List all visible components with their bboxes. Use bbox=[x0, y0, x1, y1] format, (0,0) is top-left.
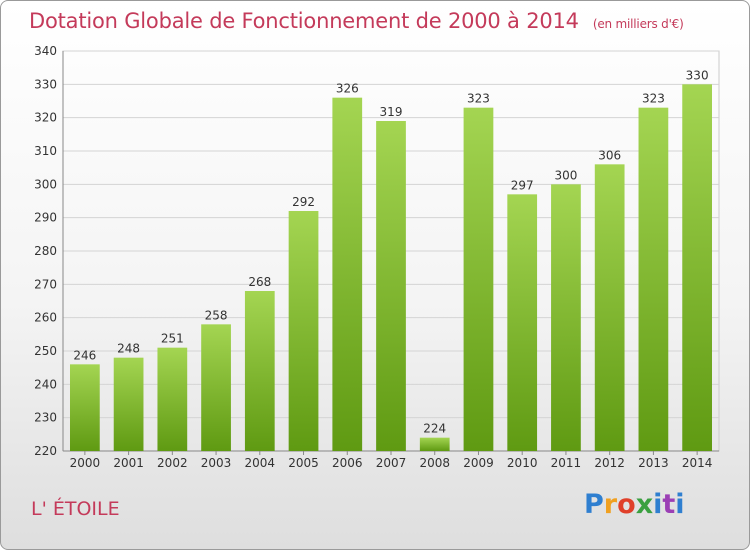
logo-letter: r bbox=[603, 489, 618, 520]
x-tick-label: 2001 bbox=[113, 456, 144, 470]
bar bbox=[157, 347, 188, 451]
y-tick-label: 260 bbox=[34, 311, 57, 325]
bar bbox=[419, 437, 450, 451]
value-label: 326 bbox=[336, 82, 359, 96]
x-tick-label: 2010 bbox=[507, 456, 538, 470]
x-tick-label: 2002 bbox=[157, 456, 188, 470]
value-label: 248 bbox=[117, 342, 140, 356]
y-tick-label: 330 bbox=[34, 77, 57, 91]
value-label: 319 bbox=[380, 105, 403, 119]
x-tick-label: 2006 bbox=[332, 456, 363, 470]
x-tick-label: 2011 bbox=[551, 456, 582, 470]
y-tick-label: 320 bbox=[34, 111, 57, 125]
bar bbox=[463, 107, 494, 452]
x-tick-label: 2000 bbox=[70, 456, 101, 470]
commune-name: L' ÉTOILE bbox=[31, 498, 120, 520]
bar bbox=[551, 184, 581, 452]
bar bbox=[332, 97, 363, 452]
x-tick-label: 2012 bbox=[594, 456, 625, 470]
logo-letter: i bbox=[653, 489, 663, 520]
x-tick-label: 2004 bbox=[245, 456, 276, 470]
logo-letter: o bbox=[617, 489, 636, 520]
bar bbox=[376, 121, 406, 451]
y-tick-label: 310 bbox=[34, 144, 57, 158]
bar-layer: 246 248 251 258 268 292 326 319 224 323 297 300 306 3… bbox=[69, 68, 713, 452]
x-tick-label: 2003 bbox=[201, 456, 232, 470]
bar bbox=[638, 107, 669, 452]
x-tick-label: 2007 bbox=[376, 456, 407, 470]
bar bbox=[594, 164, 625, 452]
logo-letter: P bbox=[584, 489, 604, 520]
bar bbox=[682, 84, 713, 451]
bar bbox=[113, 357, 144, 451]
y-tick-label: 290 bbox=[34, 211, 57, 225]
bar bbox=[507, 194, 538, 452]
x-tick-label: 2008 bbox=[419, 456, 450, 470]
value-label: 330 bbox=[686, 68, 709, 82]
chart-subtitle: (en milliers d'€) bbox=[592, 17, 684, 31]
x-tick-label: 2009 bbox=[463, 456, 494, 470]
bar bbox=[69, 364, 100, 451]
x-tick-label: 2014 bbox=[682, 456, 713, 470]
value-label: 268 bbox=[248, 275, 271, 289]
bar bbox=[288, 211, 319, 451]
logo-letter: i bbox=[675, 489, 685, 520]
logo-letter: x bbox=[635, 489, 654, 520]
value-label: 246 bbox=[73, 348, 96, 362]
value-label: 323 bbox=[642, 92, 665, 106]
value-label: 306 bbox=[598, 148, 621, 162]
value-label: 251 bbox=[161, 332, 184, 346]
y-tick-label: 280 bbox=[34, 244, 57, 258]
proxiti-logo: Proxiti bbox=[584, 489, 685, 520]
y-tick-label: 250 bbox=[34, 344, 57, 358]
value-label: 258 bbox=[205, 308, 228, 322]
y-tick-label: 240 bbox=[34, 377, 57, 391]
y-tick-label: 230 bbox=[34, 411, 57, 425]
bar bbox=[201, 324, 231, 451]
y-tick-label: 340 bbox=[34, 44, 57, 58]
logo-letter: t bbox=[662, 489, 676, 520]
y-tick-label: 300 bbox=[34, 177, 57, 191]
y-tick-label: 270 bbox=[34, 277, 57, 291]
y-tick-label: 220 bbox=[34, 444, 57, 458]
value-label: 292 bbox=[292, 195, 315, 209]
bar bbox=[244, 291, 275, 451]
chart-title-text: Dotation Globale de Fonctionnement de 20… bbox=[29, 9, 579, 33]
x-tick-label: 2013 bbox=[638, 456, 669, 470]
value-label: 224 bbox=[423, 422, 446, 436]
value-label: 297 bbox=[511, 178, 534, 192]
x-tick-label: 2005 bbox=[288, 456, 319, 470]
chart-title: Dotation Globale de Fonctionnement de 20… bbox=[29, 9, 684, 33]
value-label: 323 bbox=[467, 92, 490, 106]
value-label: 300 bbox=[554, 168, 577, 182]
